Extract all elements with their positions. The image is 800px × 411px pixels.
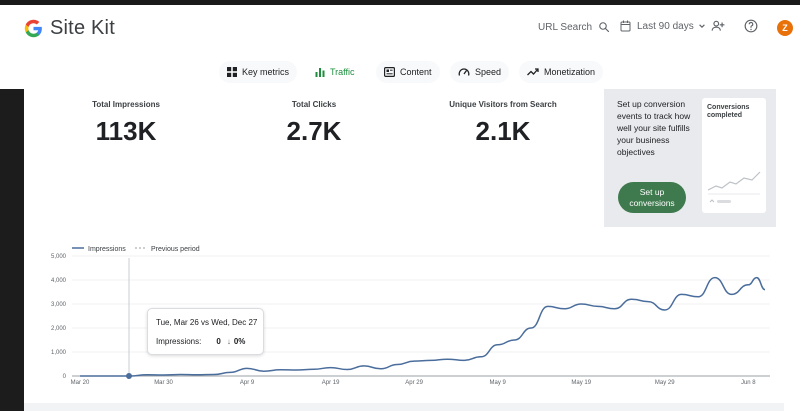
content-icon <box>384 67 395 77</box>
trending-up-icon <box>527 68 539 76</box>
tab-monetization-label: Monetization <box>544 67 596 77</box>
tab-traffic[interactable]: Traffic <box>307 61 363 83</box>
metric-label: Unique Visitors from Search <box>449 100 557 109</box>
set-up-conversions-button[interactable]: Set up conversions <box>618 182 686 213</box>
tab-key-metrics[interactable]: Key metrics <box>219 61 298 83</box>
tab-speed[interactable]: Speed <box>450 61 510 83</box>
chart-legend: Impressions Previous period <box>72 246 200 253</box>
x-tick-label: May 9 <box>490 380 507 386</box>
y-tick-label: 2,000 <box>51 326 67 332</box>
x-tick-label: Mar 20 <box>71 380 90 386</box>
dashboard-tabs: Key metrics Traffic Content Speed Moneti… <box>0 57 800 89</box>
app-name: Site Kit <box>50 17 115 39</box>
tab-key-metrics-label: Key metrics <box>242 67 290 77</box>
next-section-edge <box>24 403 784 411</box>
calendar-icon <box>620 20 631 32</box>
chart-y-axis: 0 1,000 2,000 3,000 4,000 5,000 <box>51 254 67 380</box>
avatar[interactable]: Z <box>777 20 793 36</box>
chart-tooltip: Tue, Mar 26 vs Wed, Dec 27 Impressions: … <box>147 308 264 355</box>
speedometer-icon <box>458 68 470 76</box>
conversions-sparkline <box>707 171 761 203</box>
tooltip-value: 0 <box>216 337 221 346</box>
y-tick-label: 3,000 <box>51 302 67 308</box>
x-tick-label: Apr 19 <box>322 380 340 386</box>
tooltip-row: Impressions: 0 ↓ 0% <box>156 337 245 346</box>
tab-content-label: Content <box>400 67 432 77</box>
conversions-preview-card: Conversions completed <box>702 98 766 213</box>
search-icon <box>599 22 610 33</box>
conversions-promo-text: Set up conversion events to track how we… <box>617 99 691 157</box>
metric-label: Total Clicks <box>291 100 337 109</box>
conversions-promo: Set up conversion events to track how we… <box>604 89 776 227</box>
x-tick-label: Mar 30 <box>154 380 173 386</box>
x-tick-label: May 29 <box>655 380 675 386</box>
tab-speed-label: Speed <box>475 67 502 77</box>
header: Site Kit URL Search Last 90 days Z <box>0 5 800 57</box>
y-tick-label: 0 <box>63 374 67 380</box>
conversions-card-title: Conversions completed <box>707 104 750 119</box>
chevron-down-icon <box>698 24 705 29</box>
tooltip-title: Tue, Mar 26 vs Wed, Dec 27 <box>156 318 258 327</box>
date-range-label: Last 90 days <box>637 20 694 32</box>
metric-value: 2.1K <box>475 116 531 146</box>
add-user-icon[interactable] <box>711 19 725 33</box>
metric-value: 2.7K <box>286 116 342 146</box>
x-tick-label: May 19 <box>571 380 591 386</box>
x-tick-label: Jun 8 <box>741 380 756 386</box>
tab-traffic-label: Traffic <box>330 67 355 77</box>
metric-label: Total Impressions <box>92 100 160 109</box>
site-kit-logo[interactable]: Site Kit <box>24 17 115 40</box>
date-range-selector[interactable]: Last 90 days <box>620 20 706 32</box>
metric-value: 113K <box>95 116 157 146</box>
legend-previous-period[interactable]: Previous period <box>151 246 200 253</box>
tab-content[interactable]: Content <box>376 61 440 83</box>
tooltip-change: 0% <box>233 337 246 346</box>
url-search-label: URL Search <box>538 21 593 33</box>
legend-impressions[interactable]: Impressions <box>88 246 126 253</box>
grid-icon <box>227 67 237 77</box>
y-tick-label: 5,000 <box>51 254 67 260</box>
arrow-down-icon: ↓ <box>226 337 231 346</box>
url-search-button[interactable]: URL Search <box>538 21 610 33</box>
x-tick-label: Apr 29 <box>405 380 423 386</box>
tooltip-label: Impressions: <box>156 337 202 346</box>
series-impressions-line[interactable] <box>80 276 766 377</box>
x-tick-label: Apr 9 <box>240 380 255 386</box>
hover-point <box>126 373 132 379</box>
bar-chart-icon <box>315 68 325 77</box>
tab-monetization[interactable]: Monetization <box>519 61 604 83</box>
window-top-bar <box>0 0 800 5</box>
help-icon[interactable] <box>744 19 758 33</box>
y-tick-label: 4,000 <box>51 278 67 284</box>
y-tick-label: 1,000 <box>51 350 67 356</box>
chart-x-axis: Mar 20 Mar 30 Apr 9 Apr 19 Apr 29 May 9 May 19… <box>71 380 757 386</box>
google-g-icon <box>24 19 42 38</box>
